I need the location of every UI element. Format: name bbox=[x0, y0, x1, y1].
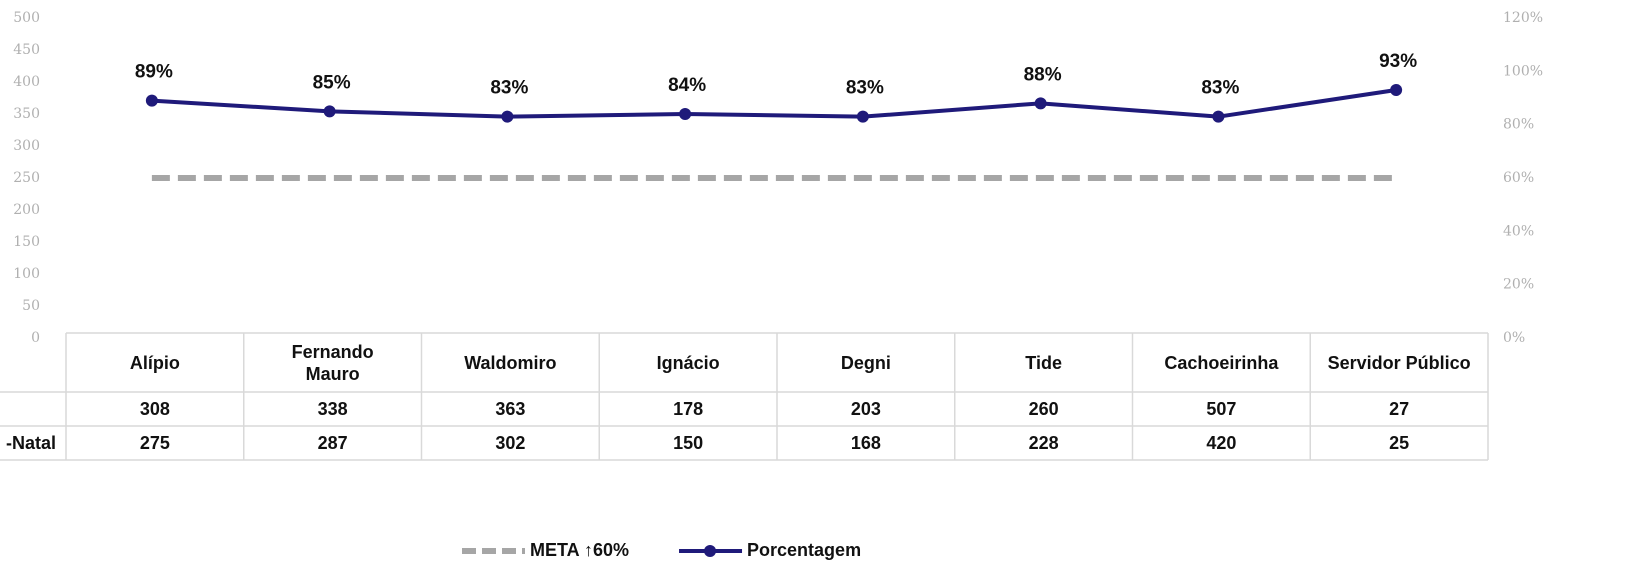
data-label: 83% bbox=[1201, 78, 1239, 99]
category-label: Cachoeirinha bbox=[1164, 352, 1279, 373]
y2-tick-label: 80% bbox=[1503, 117, 1534, 133]
category-label: Servidor Público bbox=[1327, 352, 1471, 373]
table-cell: 27 bbox=[1389, 399, 1410, 419]
table-cell: 275 bbox=[139, 433, 170, 453]
y-tick-label: 250 bbox=[13, 170, 40, 186]
y2-tick-label: 60% bbox=[1503, 170, 1534, 186]
table-cell: 150 bbox=[673, 433, 704, 453]
table-cell: 168 bbox=[850, 433, 881, 453]
point-marker bbox=[679, 108, 692, 120]
legend-label: Porcentagem bbox=[747, 540, 861, 560]
data-label: 89% bbox=[135, 62, 173, 83]
point-marker bbox=[1390, 84, 1403, 96]
legend-marker bbox=[704, 545, 717, 557]
category-label: Tide bbox=[1025, 352, 1062, 373]
data-label: 85% bbox=[313, 72, 351, 93]
category-label: Alípio bbox=[129, 352, 180, 373]
y2-tick-label: 0% bbox=[1503, 330, 1525, 346]
table-cell: 338 bbox=[317, 399, 348, 419]
category-label: Waldomiro bbox=[464, 352, 557, 373]
y-tick-label: 100 bbox=[13, 266, 40, 282]
table-cell: 507 bbox=[1206, 399, 1237, 419]
table-cell: 420 bbox=[1206, 433, 1237, 453]
table-cell: 203 bbox=[850, 399, 881, 419]
point-marker bbox=[323, 105, 336, 118]
y-tick-label: 300 bbox=[13, 138, 40, 154]
y2-tick-label: 40% bbox=[1503, 223, 1534, 239]
data-label: 83% bbox=[846, 78, 884, 99]
table-cell: 363 bbox=[495, 399, 526, 419]
table-cell: 178 bbox=[673, 399, 704, 419]
legend-label: META ↑60% bbox=[530, 540, 629, 560]
data-label: 93% bbox=[1379, 51, 1417, 72]
y-tick-label: 50 bbox=[22, 298, 40, 314]
point-marker bbox=[1212, 110, 1225, 123]
y-tick-label: 400 bbox=[13, 74, 40, 90]
table-cell: 260 bbox=[1028, 399, 1059, 419]
category-label: Ignácio bbox=[656, 352, 720, 373]
point-marker bbox=[856, 110, 869, 123]
y-tick-label: 500 bbox=[13, 10, 40, 26]
point-marker bbox=[501, 110, 514, 123]
y-tick-label: 150 bbox=[13, 234, 40, 250]
table-cell: 302 bbox=[495, 433, 526, 453]
point-marker bbox=[145, 94, 158, 107]
table-cell: 25 bbox=[1389, 433, 1410, 453]
table-cell: 228 bbox=[1028, 433, 1059, 453]
table-cell: 308 bbox=[139, 399, 170, 419]
category-label: Fernando Mauro bbox=[291, 341, 374, 384]
y-tick-label: 450 bbox=[13, 42, 40, 58]
series-line bbox=[151, 88, 1397, 119]
data-label: 84% bbox=[668, 75, 706, 96]
data-label: 88% bbox=[1024, 64, 1062, 85]
table-row-label: -Natal bbox=[5, 433, 56, 453]
y-tick-label: 200 bbox=[13, 202, 40, 218]
point-marker bbox=[1034, 97, 1047, 110]
y-tick-label: 0 bbox=[31, 330, 40, 346]
y2-tick-label: 100% bbox=[1503, 63, 1543, 79]
table-cell: 287 bbox=[317, 433, 348, 453]
data-label: 83% bbox=[490, 78, 528, 99]
y2-tick-label: 120% bbox=[1503, 10, 1543, 26]
y-tick-label: 350 bbox=[13, 106, 40, 122]
y2-tick-label: 20% bbox=[1503, 277, 1534, 293]
category-label: Degni bbox=[840, 352, 891, 373]
